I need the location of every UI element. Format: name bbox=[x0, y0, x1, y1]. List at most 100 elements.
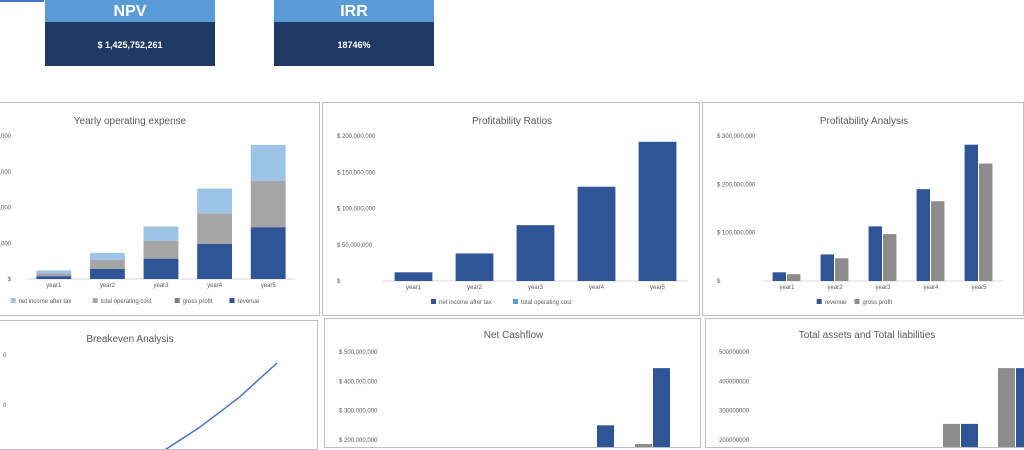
bar-segment bbox=[197, 243, 233, 279]
irr-card: IRR 18746% bbox=[274, 0, 434, 66]
bar bbox=[772, 272, 786, 281]
assets-chart: Total assets and Total liabilities 200000… bbox=[719, 330, 1024, 447]
legend-label: total operating cost bbox=[101, 299, 152, 305]
y-tick-label: $ 150,000,000 bbox=[337, 170, 376, 176]
bar bbox=[961, 423, 978, 447]
x-tick-label: year4 bbox=[923, 285, 939, 291]
y-tick-label: $ 100,000,000 bbox=[337, 207, 376, 213]
x-tick-label: year5 bbox=[971, 285, 987, 291]
legend-swatch bbox=[92, 298, 98, 303]
y-tick-label: $ 500,000,000 bbox=[339, 350, 378, 356]
cashflow-chart: Net Cashflow $ 200,000,000 $ 300,000,000 $ … bbox=[339, 330, 670, 447]
bar-segment bbox=[143, 226, 179, 241]
x-tick-label: year1 bbox=[779, 285, 795, 291]
y-tick-label: 0 bbox=[3, 353, 7, 359]
bar bbox=[653, 368, 670, 447]
bar-segment bbox=[36, 273, 72, 277]
y-tick-label: 0,000 bbox=[0, 241, 12, 247]
legend-swatch bbox=[816, 299, 822, 304]
y-tick-label: $ 200,000,000 bbox=[339, 438, 378, 444]
legend-label: gross profit bbox=[183, 299, 213, 305]
x-tick-label: year4 bbox=[207, 283, 223, 289]
bar-segment bbox=[89, 260, 125, 269]
bar bbox=[964, 144, 978, 281]
bar-segment bbox=[250, 180, 286, 228]
legend-swatch bbox=[513, 299, 518, 304]
legend-label: net income after tax bbox=[19, 299, 72, 305]
analysis-chart-panel[interactable]: Profitability Analysis $ $ 100,000,000 $ 20… bbox=[702, 102, 1024, 316]
bar-segment bbox=[250, 144, 286, 181]
chart-title: Yearly operating expense bbox=[74, 116, 187, 127]
y-tick-label: $ bbox=[337, 279, 341, 285]
bar bbox=[916, 189, 930, 281]
y-tick-label: $ 300,000,000 bbox=[339, 409, 378, 415]
legend-label: gross profit bbox=[863, 300, 893, 306]
legend-swatch bbox=[229, 298, 235, 303]
legend-swatch bbox=[431, 299, 436, 304]
legend-label: revenue bbox=[825, 300, 847, 306]
y-tick-label: 0,000 bbox=[0, 134, 12, 140]
irr-label: IRR bbox=[274, 0, 434, 22]
bar bbox=[835, 258, 849, 281]
y-tick-label: $ bbox=[8, 277, 12, 283]
bar bbox=[883, 234, 897, 281]
bar-segment bbox=[89, 252, 125, 261]
bar bbox=[516, 225, 555, 281]
legend-label: net income after tax bbox=[439, 300, 492, 306]
bar bbox=[394, 272, 433, 281]
legend-swatch bbox=[174, 298, 180, 303]
bar bbox=[931, 201, 945, 281]
irr-value: 18746% bbox=[274, 22, 434, 66]
bar bbox=[1016, 368, 1024, 447]
x-tick-label: year4 bbox=[589, 285, 605, 291]
legend-label: total operating cost bbox=[521, 300, 572, 306]
ratios-chart-panel[interactable]: Profitability Ratios $ $ 50,000,000 $ 100,0… bbox=[322, 102, 700, 316]
y-tick-label: $ 200,000,000 bbox=[717, 182, 756, 188]
x-tick-label: year3 bbox=[153, 283, 169, 289]
bar-segment bbox=[36, 270, 72, 274]
series-line bbox=[164, 362, 278, 449]
bar-segment bbox=[197, 188, 233, 214]
x-tick-label: year2 bbox=[827, 285, 843, 291]
bar bbox=[787, 274, 801, 281]
x-tick-label: year1 bbox=[46, 283, 62, 289]
bar-segment bbox=[143, 240, 179, 259]
x-tick-label: year5 bbox=[261, 283, 277, 289]
y-tick-label: 0,000 bbox=[0, 170, 12, 176]
opex-chart: Yearly operating expense $0,000 0,000 0,000… bbox=[0, 116, 295, 305]
legend-label: revenue bbox=[238, 299, 260, 305]
chart-title: Breakeven Analysis bbox=[86, 334, 173, 345]
bar bbox=[455, 253, 494, 281]
bar bbox=[577, 186, 616, 281]
chart-title: Profitability Ratios bbox=[472, 116, 552, 127]
y-tick-label: $ 400,000,000 bbox=[339, 379, 378, 385]
assets-chart-panel[interactable]: Total assets and Total liabilities 200000… bbox=[705, 318, 1024, 448]
y-tick-label: 0,000 bbox=[0, 206, 12, 212]
opex-chart-panel[interactable]: Yearly operating expense $0,000 0,000 0,000… bbox=[0, 102, 320, 316]
bar-segment bbox=[89, 268, 125, 279]
chart-title: Total assets and Total liabilities bbox=[799, 330, 936, 341]
bar-segment bbox=[250, 227, 286, 279]
npv-card: NPV $ 1,425,752,261 bbox=[45, 0, 215, 66]
y-tick-label: $ 200,000,000 bbox=[337, 134, 376, 140]
y-tick-label: 500000000 bbox=[719, 350, 750, 356]
bar bbox=[820, 254, 834, 281]
analysis-chart: Profitability Analysis $ $ 100,000,000 $ 20… bbox=[717, 116, 1003, 306]
ratios-chart: Profitability Ratios $ $ 50,000,000 $ 100,0… bbox=[337, 116, 688, 306]
legend-swatch bbox=[854, 299, 860, 304]
y-tick-label: $ 50,000,000 bbox=[337, 243, 373, 249]
x-tick-label: year5 bbox=[650, 285, 666, 291]
bar bbox=[597, 425, 614, 447]
breakeven-chart-panel[interactable]: Breakeven Analysis 0 0 bbox=[0, 320, 318, 450]
x-tick-label: year3 bbox=[528, 285, 544, 291]
cell-selection-indicator bbox=[0, 0, 44, 2]
breakeven-chart: Breakeven Analysis 0 0 bbox=[3, 334, 278, 449]
chart-title: Net Cashflow bbox=[484, 330, 544, 341]
cashflow-chart-panel[interactable]: Net Cashflow $ 200,000,000 $ 300,000,000 $ … bbox=[324, 318, 701, 448]
npv-value: $ 1,425,752,261 bbox=[45, 22, 215, 66]
y-tick-label: 0 bbox=[3, 403, 7, 409]
x-tick-label: year2 bbox=[100, 283, 116, 289]
bar-segment bbox=[197, 213, 233, 244]
y-tick-label: $ 300,000,000 bbox=[717, 134, 756, 140]
legend-swatch bbox=[10, 298, 16, 303]
